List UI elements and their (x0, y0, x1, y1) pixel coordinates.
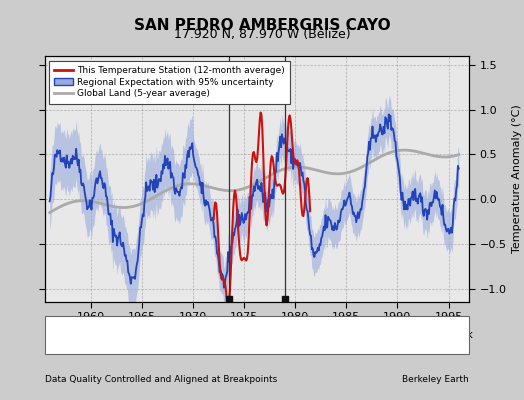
Text: ■: ■ (377, 330, 388, 340)
Text: Record Gap: Record Gap (176, 330, 232, 340)
Text: Time of Obs. Change: Time of Obs. Change (280, 330, 382, 340)
Text: Berkeley Earth: Berkeley Earth (402, 375, 469, 384)
Text: Data Quality Controlled and Aligned at Breakpoints: Data Quality Controlled and Aligned at B… (45, 375, 277, 384)
Text: SAN PEDRO AMBERGRIS CAYO: SAN PEDRO AMBERGRIS CAYO (134, 18, 390, 33)
Text: 17.920 N, 87.970 W (Belize): 17.920 N, 87.970 W (Belize) (173, 28, 351, 41)
Text: ◆: ◆ (52, 330, 61, 340)
Legend: This Temperature Station (12-month average), Regional Expectation with 95% uncer: This Temperature Station (12-month avera… (49, 60, 290, 104)
Text: ▲: ▲ (157, 330, 166, 340)
Text: Empirical Break: Empirical Break (396, 330, 472, 340)
Text: ▼: ▼ (262, 330, 270, 340)
Text: Station Move: Station Move (71, 330, 135, 340)
Y-axis label: Temperature Anomaly (°C): Temperature Anomaly (°C) (512, 105, 522, 253)
